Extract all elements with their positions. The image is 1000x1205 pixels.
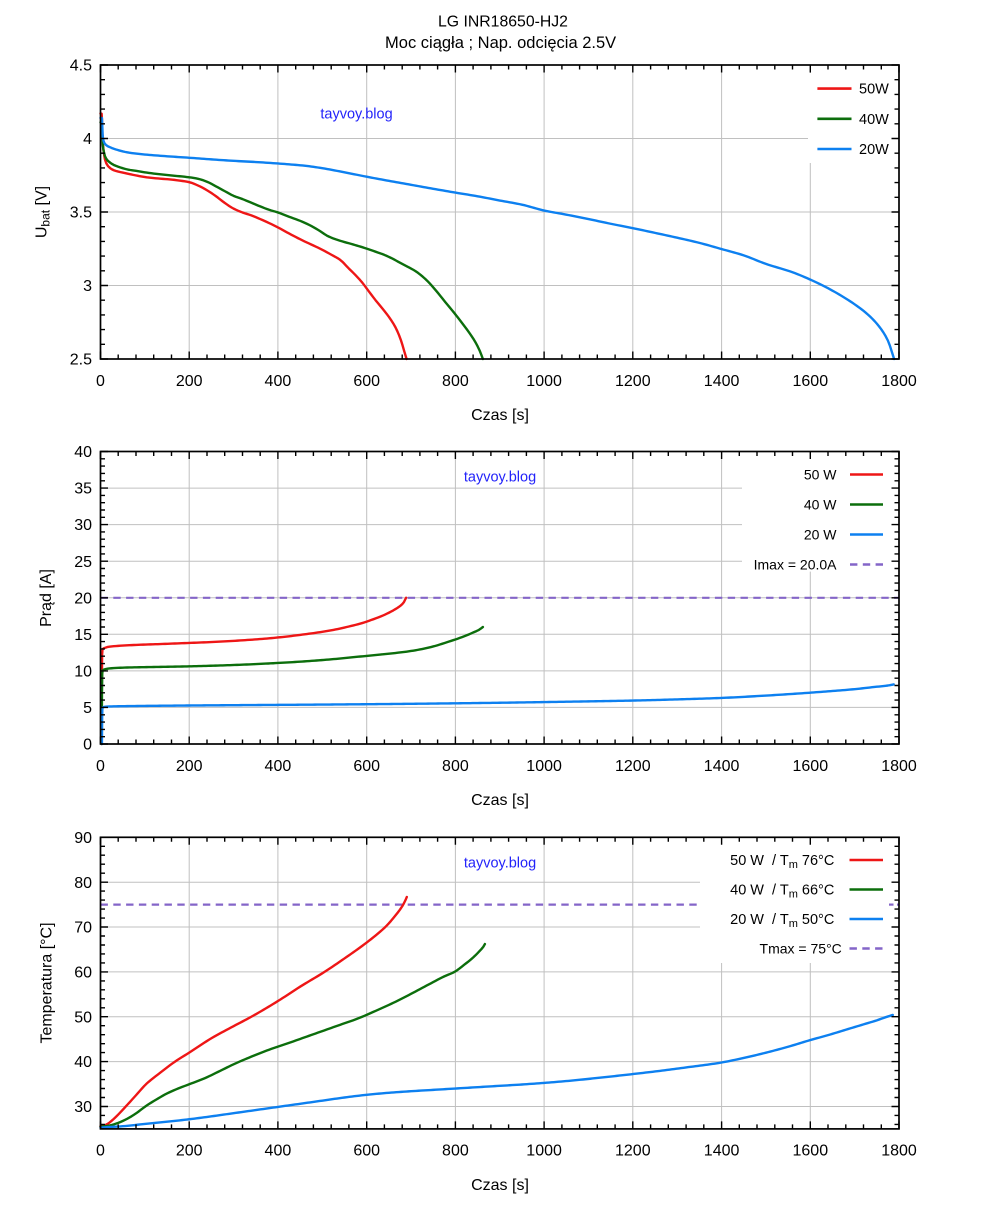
svg-text:4.5: 4.5 <box>70 58 92 75</box>
svg-text:1400: 1400 <box>704 758 740 775</box>
svg-text:0: 0 <box>96 1143 105 1160</box>
svg-text:1800: 1800 <box>881 758 917 775</box>
svg-text:40: 40 <box>74 444 92 461</box>
svg-text:tayvoy.blog: tayvoy.blog <box>320 107 392 123</box>
svg-text:200: 200 <box>176 373 203 390</box>
svg-text:1000: 1000 <box>526 373 562 390</box>
svg-text:200: 200 <box>176 1143 203 1160</box>
svg-text:20 W / Tm 50°C: 20 W / Tm 50°C <box>730 912 834 930</box>
svg-text:1600: 1600 <box>793 1143 829 1160</box>
svg-text:Temperatura [°C]: Temperatura [°C] <box>39 922 56 1043</box>
svg-text:2.5: 2.5 <box>70 352 92 369</box>
svg-text:1000: 1000 <box>526 758 562 775</box>
svg-text:200: 200 <box>176 758 203 775</box>
svg-text:600: 600 <box>353 373 380 390</box>
svg-text:Czas [s]: Czas [s] <box>471 792 529 809</box>
svg-text:400: 400 <box>265 758 292 775</box>
svg-text:40W: 40W <box>859 112 889 128</box>
svg-text:50: 50 <box>74 1009 92 1026</box>
svg-text:3.5: 3.5 <box>70 205 92 222</box>
svg-text:50 W / Tm 76°C: 50 W / Tm 76°C <box>730 853 834 871</box>
svg-text:800: 800 <box>442 1143 469 1160</box>
svg-text:1800: 1800 <box>881 1143 917 1160</box>
svg-text:50W: 50W <box>859 82 889 98</box>
svg-text:1800: 1800 <box>881 373 917 390</box>
svg-text:1400: 1400 <box>704 373 740 390</box>
svg-text:Tmax = 75°C: Tmax = 75°C <box>760 941 842 957</box>
svg-text:40: 40 <box>74 1054 92 1071</box>
svg-text:Prąd [A]: Prąd [A] <box>38 569 55 627</box>
svg-text:Czas [s]: Czas [s] <box>471 1177 529 1194</box>
svg-text:40 W: 40 W <box>804 497 837 513</box>
svg-text:Czas [s]: Czas [s] <box>471 407 529 424</box>
svg-text:0: 0 <box>96 758 105 775</box>
svg-text:15: 15 <box>74 627 92 644</box>
svg-text:1600: 1600 <box>793 758 829 775</box>
svg-text:30: 30 <box>74 1099 92 1116</box>
svg-text:tayvoy.blog: tayvoy.blog <box>464 856 536 872</box>
svg-text:20W: 20W <box>859 142 889 158</box>
svg-text:50 W: 50 W <box>804 467 837 483</box>
svg-text:400: 400 <box>265 373 292 390</box>
svg-text:1200: 1200 <box>615 1143 651 1160</box>
svg-text:90: 90 <box>74 830 92 847</box>
svg-text:800: 800 <box>442 373 469 390</box>
svg-text:4: 4 <box>83 131 92 148</box>
svg-text:25: 25 <box>74 554 92 571</box>
svg-text:Moc ciągła ; Nap. odcięcia 2.5: Moc ciągła ; Nap. odcięcia 2.5V <box>385 34 616 52</box>
svg-text:60: 60 <box>74 965 92 982</box>
svg-text:400: 400 <box>265 1143 292 1160</box>
svg-text:tayvoy.blog: tayvoy.blog <box>464 470 536 486</box>
svg-text:3: 3 <box>83 278 92 295</box>
svg-text:20: 20 <box>74 590 92 607</box>
svg-text:70: 70 <box>74 920 92 937</box>
svg-text:80: 80 <box>74 875 92 892</box>
svg-text:1000: 1000 <box>526 1143 562 1160</box>
svg-text:10: 10 <box>74 664 92 681</box>
svg-text:600: 600 <box>353 1143 380 1160</box>
svg-text:0: 0 <box>83 737 92 754</box>
svg-text:600: 600 <box>353 758 380 775</box>
svg-text:LG INR18650-HJ2: LG INR18650-HJ2 <box>438 14 568 31</box>
svg-text:1200: 1200 <box>615 373 651 390</box>
svg-text:1600: 1600 <box>793 373 829 390</box>
svg-text:1400: 1400 <box>704 1143 740 1160</box>
svg-text:Imax = 20.0A: Imax = 20.0A <box>754 557 838 573</box>
svg-text:1200: 1200 <box>615 758 651 775</box>
svg-text:40 W / Tm 66°C: 40 W / Tm 66°C <box>730 883 834 901</box>
svg-text:35: 35 <box>74 481 92 498</box>
svg-text:800: 800 <box>442 758 469 775</box>
svg-text:5: 5 <box>83 700 92 717</box>
svg-text:30: 30 <box>74 517 92 534</box>
svg-text:Ubat [V]: Ubat [V] <box>34 186 53 238</box>
svg-text:0: 0 <box>96 373 105 390</box>
svg-text:20 W: 20 W <box>804 527 837 543</box>
